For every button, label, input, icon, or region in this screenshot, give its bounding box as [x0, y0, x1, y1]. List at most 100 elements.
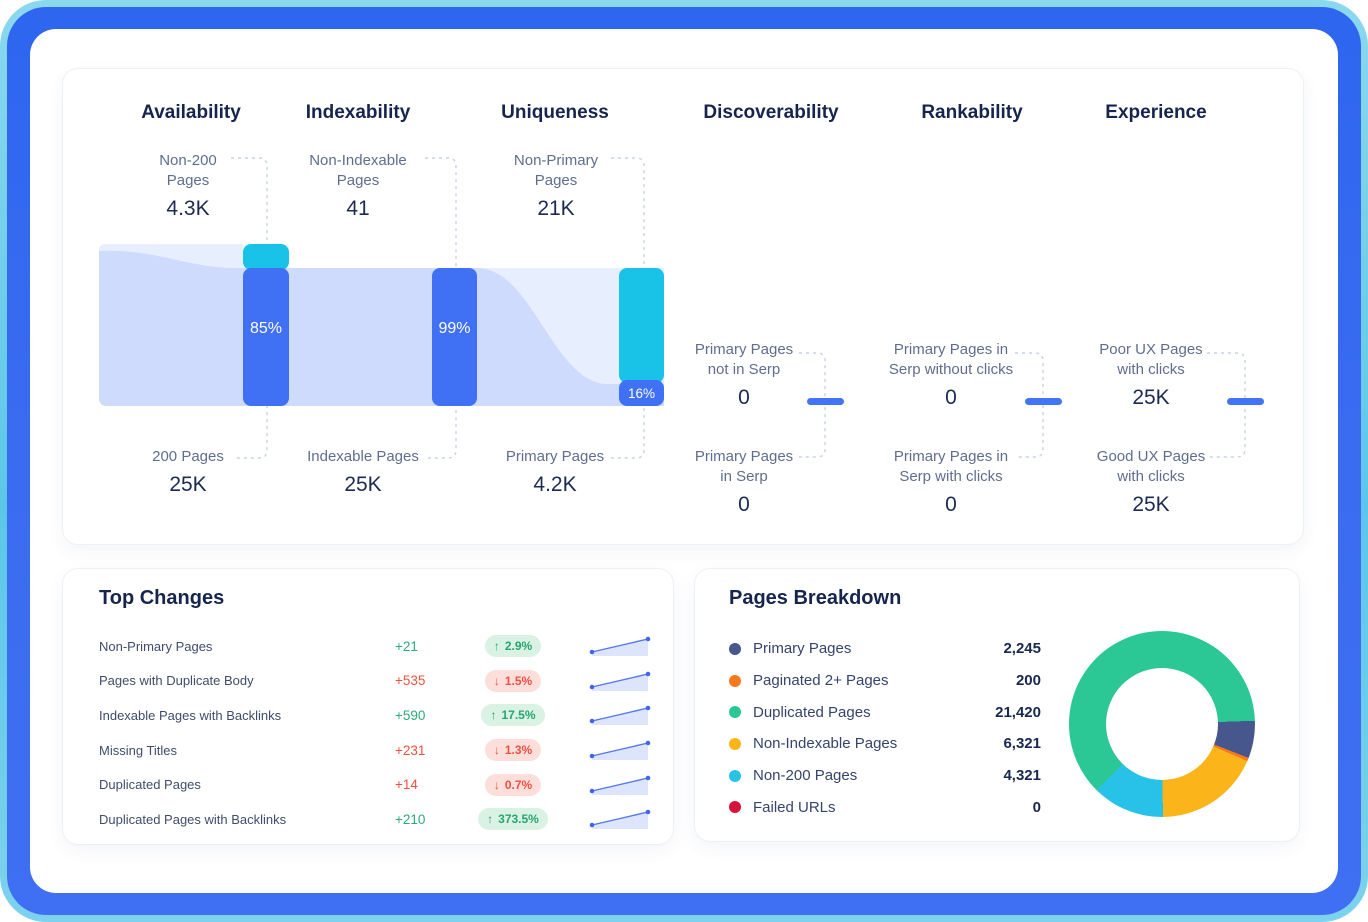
legend-dot: [729, 642, 741, 655]
change-value: +590: [395, 707, 426, 723]
legend-value: 4,321: [1003, 767, 1041, 785]
uniqueness-pass-bar[interactable]: [619, 380, 664, 406]
column-header-indexability: Indexability: [305, 102, 411, 123]
pages-breakdown-donut-chart[interactable]: [1069, 631, 1255, 817]
change-label: Missing Titles: [99, 742, 178, 758]
trend-badge: ↓ 1.3%: [484, 739, 542, 762]
availability-drop-bar[interactable]: [243, 244, 289, 270]
legend-value: 200: [1015, 672, 1041, 690]
change-row-missing-titles[interactable]: Missing Titles +231 ↓ 1.3%: [63, 733, 673, 768]
flow-dash-experience: [1227, 398, 1264, 405]
legend-label: Duplicated Pages: [753, 703, 871, 721]
legend-dot: [729, 674, 741, 687]
change-value: +21: [395, 638, 418, 654]
legend-item-non-200-pages[interactable]: Non-200 Pages 4,321: [729, 760, 1041, 792]
legend-value: 0: [1032, 798, 1041, 816]
change-value: +535: [395, 673, 426, 689]
connector-discoverability: [799, 352, 826, 458]
metric-good-ux-pages: Good UX Pages with clicks 25K: [1096, 448, 1206, 516]
trend-pct: 2.9%: [504, 639, 533, 654]
uniqueness-pct-label: 16%: [628, 386, 655, 401]
metric-primary-not-in-serp: Primary Pages not in Serp 0: [694, 341, 794, 409]
metric-non-200-pages: Non-200 Pages 4.3K: [159, 152, 217, 220]
legend-value: 6,321: [1003, 735, 1041, 753]
trend-pct: 1.5%: [504, 673, 533, 688]
change-row-duplicate-body[interactable]: Pages with Duplicate Body +535 ↓ 1.5%: [63, 664, 673, 699]
legend-dot: [729, 706, 741, 719]
top-changes-title: Top Changes: [99, 587, 225, 609]
pages-breakdown-title: Pages Breakdown: [729, 587, 902, 609]
trend-badge: ↑ 2.9%: [484, 635, 542, 658]
trend-sparkline: [589, 740, 651, 761]
funnel-drop-area-availability: [99, 244, 243, 268]
metric-200-pages: 200 Pages 25K: [152, 448, 224, 496]
column-header-availability: Availability: [141, 102, 241, 123]
legend-item-duplicated-pages[interactable]: Duplicated Pages 21,420: [729, 696, 1041, 728]
legend-item-primary-pages[interactable]: Primary Pages 2,245: [729, 633, 1041, 665]
legend-item-non-indexable-pages[interactable]: Non-Indexable Pages 6,321: [729, 728, 1041, 760]
connector-rankability: [1015, 352, 1044, 458]
legend-dot: [729, 769, 741, 782]
flow-dash-discoverability: [807, 398, 844, 405]
trend-arrow-icon: ↓: [493, 743, 500, 758]
top-changes-list: Non-Primary Pages +21 ↑ 2.9% Pages with D…: [63, 629, 673, 837]
change-value: +231: [395, 742, 426, 758]
change-row-non-primary-pages[interactable]: Non-Primary Pages +21 ↑ 2.9%: [63, 629, 673, 664]
trend-sparkline: [589, 671, 651, 691]
donut-hole: [1106, 668, 1218, 780]
metric-primary-in-serp: Primary Pages in Serp 0: [694, 448, 794, 516]
trend-arrow-icon: ↓: [493, 777, 500, 792]
column-header-experience: Experience: [1105, 102, 1207, 123]
trend-pct: 0.7%: [504, 777, 533, 792]
change-row-duplicated-pages[interactable]: Duplicated Pages +14 ↓ 0.7%: [63, 767, 673, 802]
funnel-drop-area-uniqueness: [477, 268, 664, 384]
trend-sparkline: [589, 809, 651, 830]
trend-sparkline: [589, 706, 651, 726]
change-label: Pages with Duplicate Body: [99, 673, 254, 689]
metric-primary-pages: Primary Pages 4.2K: [505, 448, 605, 496]
change-value: +14: [395, 777, 418, 793]
metric-non-indexable-pages: Non-Indexable Pages 41: [309, 152, 407, 220]
legend-value: 21,420: [995, 703, 1041, 721]
availability-pass-bar[interactable]: [243, 268, 289, 406]
funnel-flow-area: [99, 250, 664, 406]
change-row-indexable-backlinks[interactable]: Indexable Pages with Backlinks +590 ↑ 17.…: [63, 698, 673, 733]
trend-arrow-icon: ↑: [493, 639, 500, 654]
column-header-discoverability: Discoverability: [703, 102, 839, 123]
indexability-pass-bar[interactable]: [432, 268, 477, 406]
top-changes-card: Top Changes Non-Primary Pages +21 ↑ 2.9% …: [62, 568, 674, 845]
legend-label: Primary Pages: [753, 640, 852, 658]
column-header-uniqueness: Uniqueness: [501, 102, 609, 123]
legend-dot: [729, 801, 741, 814]
pages-breakdown-legend: Primary Pages 2,245 Paginated 2+ Pages 2…: [729, 633, 1041, 823]
metric-poor-ux-pages: Poor UX Pages with clicks 25K: [1099, 341, 1203, 409]
trend-pct: 1.3%: [504, 743, 533, 758]
trend-badge: ↓ 1.5%: [484, 669, 542, 692]
crawl-funnel-card: Availability Indexability Uniqueness Dis…: [62, 68, 1304, 545]
legend-label: Paginated 2+ Pages: [753, 672, 889, 690]
legend-item-failed-urls[interactable]: Failed URLs 0: [729, 791, 1041, 823]
availability-pct-label: 85%: [250, 320, 282, 337]
change-label: Indexable Pages with Backlinks: [99, 707, 282, 723]
trend-sparkline: [589, 775, 651, 795]
metric-serp-with-clicks: Primary Pages in Serp with clicks 0: [893, 448, 1009, 516]
indexability-pct-label: 99%: [438, 320, 470, 337]
change-value: +210: [395, 811, 426, 827]
connector-uniqueness: [611, 157, 645, 459]
pages-breakdown-card: Pages Breakdown Primary Pages 2,245 Pagi…: [694, 568, 1300, 842]
change-label: Duplicated Pages with Backlinks: [99, 811, 287, 827]
uniqueness-drop-bar[interactable]: [619, 268, 664, 383]
change-row-duplicated-backlinks[interactable]: Duplicated Pages with Backlinks +210 ↑ 37…: [63, 802, 673, 837]
trend-badge: ↑ 17.5%: [481, 704, 545, 727]
trend-badge: ↓ 0.7%: [484, 773, 542, 796]
trend-arrow-icon: ↑: [487, 812, 494, 827]
metric-non-primary-pages: Non-Primary Pages 21K: [513, 152, 599, 220]
change-label: Duplicated Pages: [99, 777, 201, 793]
column-header-rankability: Rankability: [921, 102, 1023, 123]
legend-label: Non-200 Pages: [753, 767, 858, 785]
trend-badge: ↑ 373.5%: [478, 808, 548, 831]
legend-item-paginated-pages[interactable]: Paginated 2+ Pages 200: [729, 665, 1041, 697]
main-panel: Availability Indexability Uniqueness Dis…: [30, 29, 1338, 893]
trend-pct: 17.5%: [501, 708, 536, 723]
